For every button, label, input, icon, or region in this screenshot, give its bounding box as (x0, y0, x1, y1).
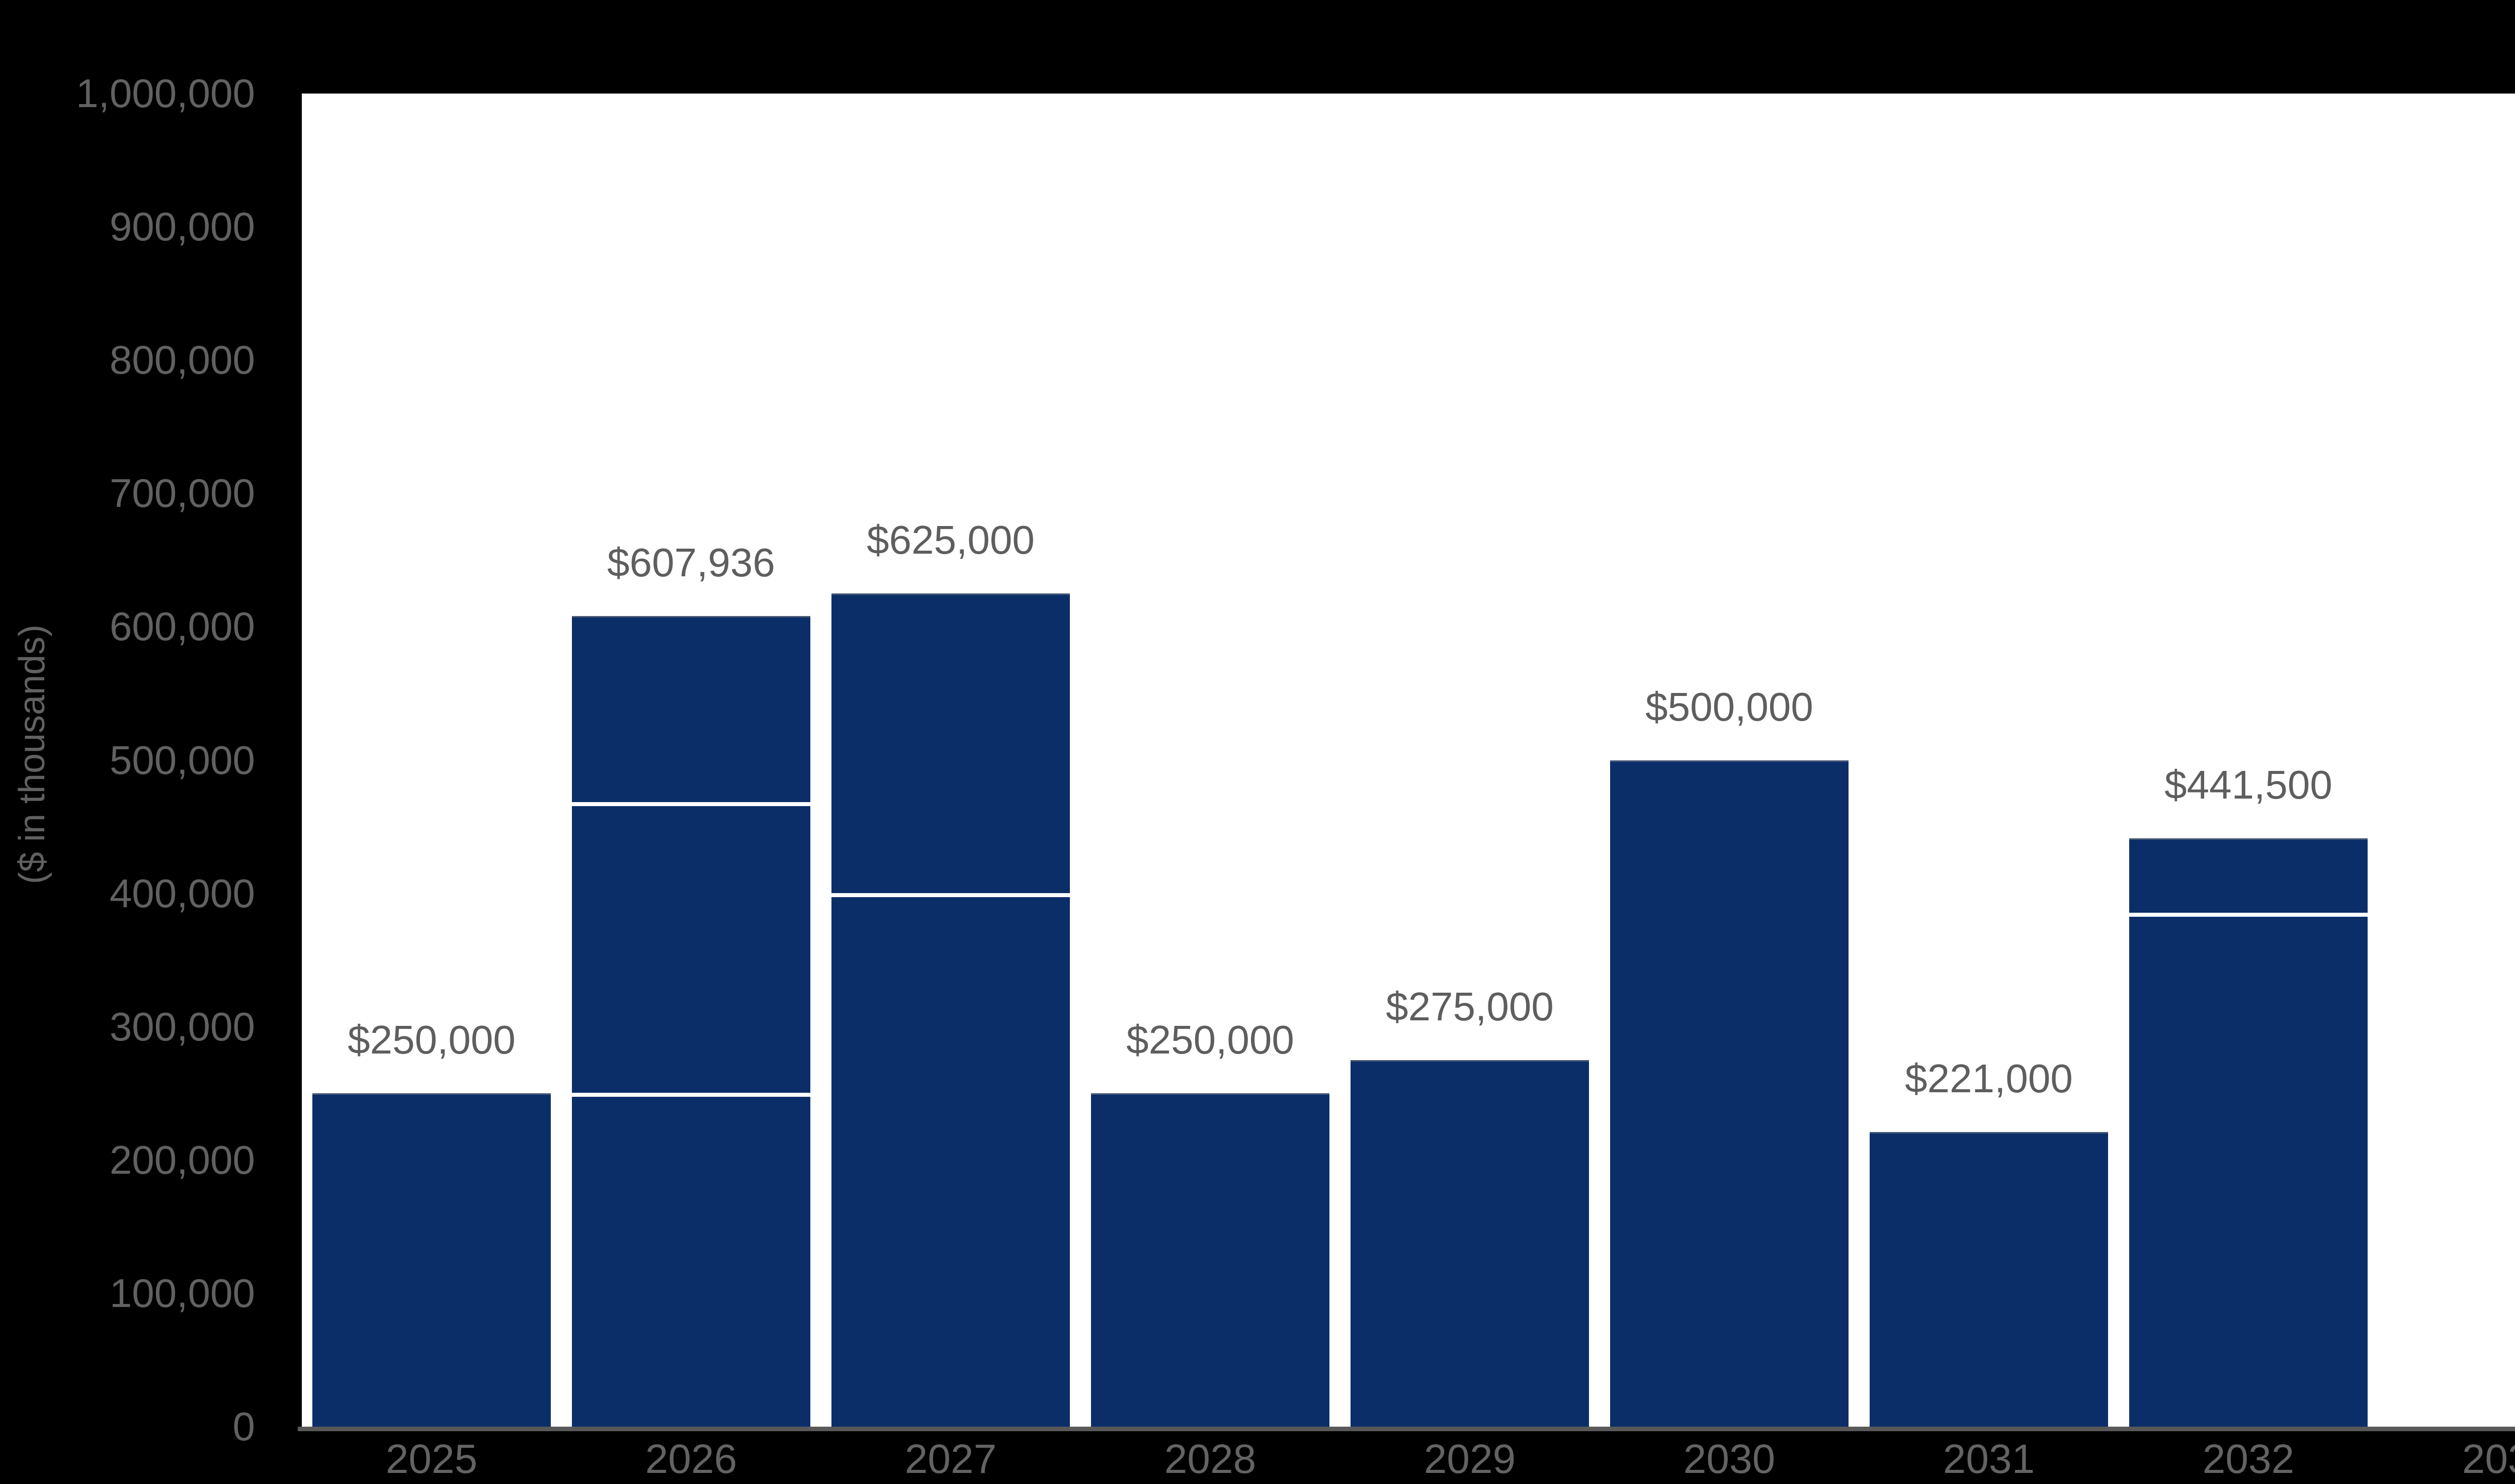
y-axis-tick-label: 500,000 (109, 737, 255, 782)
y-axis-tick-label: 0 (232, 1404, 256, 1449)
bar-value-label-2032: $441,500 (2164, 762, 2332, 807)
bar-segment-divider-2027-1 (831, 893, 1070, 897)
bar-value-label-2025: $250,000 (348, 1017, 516, 1063)
y-axis-tick-label: 700,000 (109, 471, 255, 516)
x-axis-label-2029: 2029 (1423, 1436, 1516, 1482)
bar-value-label-2031: $221,000 (1905, 1056, 2073, 1101)
bar-2032[interactable] (2129, 838, 2368, 1427)
x-axis-line (298, 1427, 2515, 1431)
bar-2026[interactable] (572, 616, 810, 1427)
x-axis-label-2027: 2027 (904, 1436, 997, 1482)
bar-value-label-2028: $250,000 (1126, 1017, 1294, 1063)
x-axis-label-2031: 2031 (1943, 1436, 2035, 1482)
bar-value-label-2030: $500,000 (1645, 684, 1813, 729)
bar-value-label-2027: $625,000 (867, 517, 1035, 563)
y-axis-tick-label: 900,000 (109, 204, 255, 249)
y-axis-tick-label: 300,000 (109, 1004, 255, 1049)
x-axis-label-2033: 2033 (2462, 1436, 2515, 1482)
bar-2030[interactable] (1610, 760, 1849, 1427)
y-axis-tick-label: 600,000 (109, 604, 255, 649)
x-axis-label-2032: 2032 (2202, 1436, 2295, 1482)
y-axis-tick-label: 1,000,000 (76, 71, 255, 116)
y-axis-tick-label: 200,000 (109, 1137, 255, 1182)
bar-segment-divider-2026-1 (572, 1093, 810, 1097)
bar-value-label-2029: $275,000 (1386, 984, 1554, 1029)
y-axis-tick-label: 100,000 (109, 1270, 255, 1316)
bar-2029[interactable] (1351, 1060, 1589, 1427)
bar-segment-divider-2026-2 (572, 802, 810, 807)
bar-segment-divider-2032-1 (2129, 913, 2368, 917)
y-axis-tick-label: 800,000 (109, 337, 255, 383)
x-axis-label-2025: 2025 (385, 1436, 478, 1482)
bar-2031[interactable] (1870, 1132, 2108, 1427)
bar-2028[interactable] (1091, 1093, 1329, 1427)
y-axis-tick-label: 400,000 (109, 870, 255, 916)
x-axis-label-2026: 2026 (645, 1436, 737, 1482)
bar-2027[interactable] (831, 593, 1070, 1427)
x-axis-label-2028: 2028 (1164, 1436, 1256, 1482)
bar-2025[interactable] (312, 1093, 551, 1427)
x-axis-label-2030: 2030 (1683, 1436, 1776, 1482)
bar-value-label-2026: $607,936 (607, 540, 775, 585)
